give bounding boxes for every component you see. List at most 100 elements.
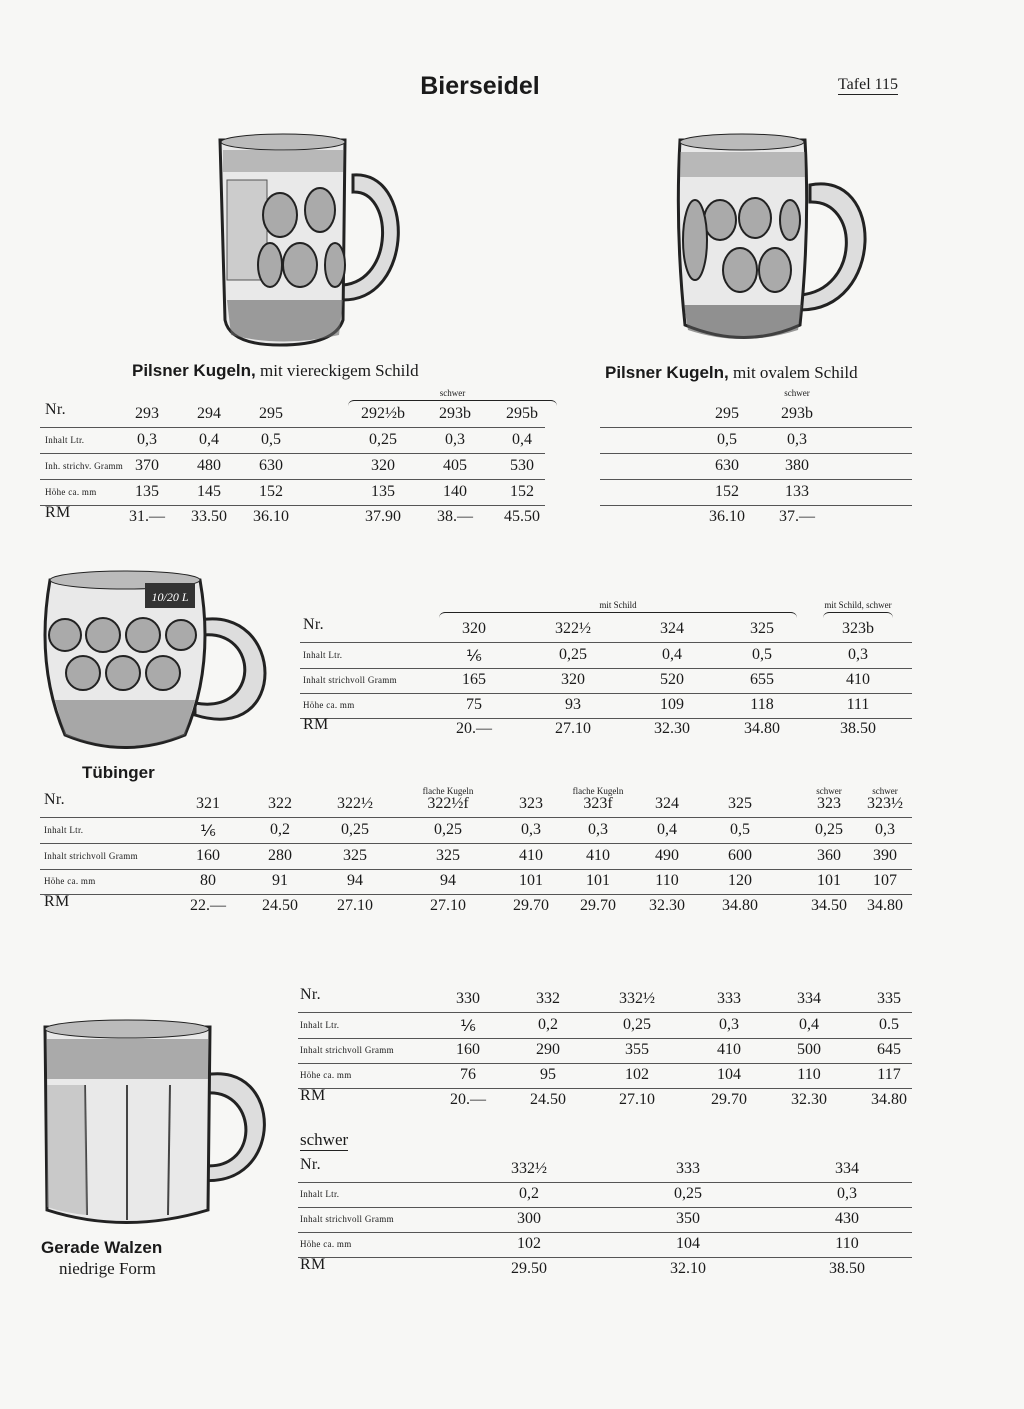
table-cell: 630 (715, 457, 739, 474)
table-cell: 104 (676, 1235, 700, 1252)
column-group-label: schwer (784, 388, 810, 398)
row-divider (300, 693, 912, 694)
table-cell: 20.— (450, 1091, 486, 1108)
table-cell: 37.— (779, 508, 815, 525)
table-cell: 520 (660, 671, 684, 688)
table-cell: 410 (717, 1041, 741, 1058)
product-desc: mit viereckigem Schild (260, 361, 419, 380)
table-cell: 480 (197, 457, 221, 474)
table-cell: 165 (462, 671, 486, 688)
row-label: RM (300, 1256, 326, 1273)
column-group-header: mit Schild, schwer (823, 600, 893, 618)
row-divider (298, 1012, 912, 1013)
table-cell: 370 (135, 457, 159, 474)
table-cell: 322½f (427, 795, 469, 812)
table-cell: 0.5 (879, 1016, 899, 1033)
table-cell: 0,2 (519, 1185, 539, 1202)
table-cell: 120 (728, 872, 752, 889)
table-cell: 0,25 (674, 1185, 702, 1202)
table-cell: 0,3 (787, 431, 807, 448)
row-label: Inhalt strichvoll Gramm (300, 1214, 394, 1224)
table-cell: 27.10 (337, 897, 373, 914)
table-cell: 490 (655, 847, 679, 864)
table-cell: 321 (196, 795, 220, 812)
table-cell: 324 (660, 620, 684, 637)
table-cell: 334 (797, 990, 821, 1007)
row-label: Nr. (303, 616, 324, 633)
row-divider (40, 869, 912, 870)
table-cell: 294 (197, 405, 221, 422)
column-group-label: schwer (439, 388, 466, 398)
table-cell: 152 (510, 483, 534, 500)
group-bracket (439, 612, 797, 618)
table-cell: 94 (440, 872, 456, 889)
row-divider (600, 479, 912, 480)
table-cell: 32.10 (670, 1260, 706, 1277)
table-cell: 34.80 (867, 897, 903, 914)
table-cell: 111 (846, 696, 870, 713)
table-cell: 530 (510, 457, 534, 474)
table-cell: 29.70 (711, 1091, 747, 1108)
table-cell: 355 (625, 1041, 649, 1058)
table-cell: 110 (797, 1066, 821, 1083)
table-cell: 101 (519, 872, 543, 889)
table-cell: 322 (268, 795, 292, 812)
table-cell: 295 (715, 405, 739, 422)
table-cell: 94 (347, 872, 363, 889)
table-cell: 323f (583, 795, 613, 812)
table-cell: 333 (676, 1160, 700, 1177)
row-label: Nr. (300, 986, 321, 1003)
table-cell: 152 (259, 483, 283, 500)
table-cell: 38.50 (829, 1260, 865, 1277)
table-cell: ⅙ (460, 1018, 476, 1035)
row-divider (600, 505, 912, 506)
row-divider (40, 817, 912, 818)
table-cell: 133 (785, 483, 809, 500)
row-label: RM (45, 504, 71, 521)
table-cell: 27.10 (430, 897, 466, 914)
product-name: Pilsner Kugeln, (605, 363, 729, 382)
table-cell: 333 (717, 990, 741, 1007)
table-cell: 34.80 (871, 1091, 907, 1108)
table-cell: 32.30 (649, 897, 685, 914)
table-cell: 0,4 (799, 1016, 819, 1033)
row-divider (40, 505, 545, 506)
table-cell: 34.80 (744, 720, 780, 737)
table-cell: 655 (750, 671, 774, 688)
table-cell: 630 (259, 457, 283, 474)
table-cell: 0,3 (137, 431, 157, 448)
row-divider (298, 1182, 912, 1183)
row-label: Inh. strichv. Gramm (45, 461, 124, 471)
table-cell: 0,4 (512, 431, 532, 448)
row-label: Nr. (45, 401, 66, 418)
row-divider (40, 479, 545, 480)
row-label: RM (300, 1087, 326, 1104)
table-cell: 29.50 (511, 1260, 547, 1277)
row-label: Inhalt strichvoll Gramm (44, 851, 138, 861)
row-divider (298, 1257, 912, 1258)
row-divider (600, 453, 912, 454)
table-cell: 24.50 (262, 897, 298, 914)
product-desc: mit ovalem Schild (733, 363, 858, 382)
product-name: Pilsner Kugeln, (132, 361, 256, 380)
table-cell: 322½ (337, 795, 373, 812)
mug-illustration-pilsner-oval-shield (676, 133, 867, 339)
table-cell: 295 (259, 405, 283, 422)
column-group-header: schwer (348, 388, 557, 406)
table-cell: 323½ (867, 795, 903, 812)
row-label: Inhalt Ltr. (45, 435, 85, 445)
row-divider (600, 427, 912, 428)
table-cell: 320 (462, 620, 486, 637)
table-cell: 102 (517, 1235, 541, 1252)
table-cell: 0,4 (199, 431, 219, 448)
table-cell: 0,5 (261, 431, 281, 448)
table-cell: 600 (728, 847, 752, 864)
row-label: Höhe ca. mm (300, 1070, 352, 1080)
table-cell: 36.10 (709, 508, 745, 525)
column-subheader: flache Kugeln (422, 786, 474, 796)
table-cell: 109 (660, 696, 684, 713)
column-subheader: flache Kugeln (572, 786, 624, 796)
table-cell: 32.30 (654, 720, 690, 737)
row-label: Nr. (44, 791, 65, 808)
